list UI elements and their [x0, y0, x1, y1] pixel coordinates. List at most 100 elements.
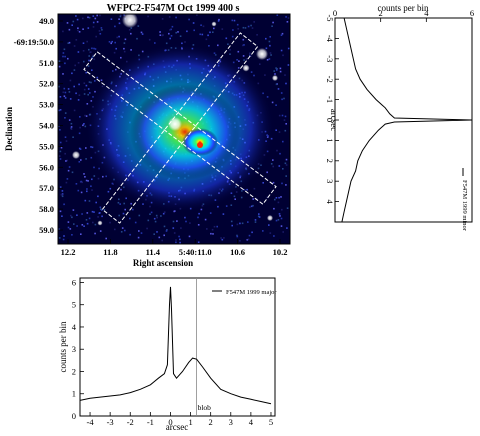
- noise-pixel: [254, 221, 257, 223]
- noise-pixel: [59, 129, 61, 131]
- noise-pixel: [283, 97, 285, 100]
- noise-pixel: [246, 188, 248, 191]
- noise-pixel: [279, 215, 281, 217]
- noise-pixel: [71, 234, 73, 236]
- noise-pixel: [85, 158, 87, 160]
- noise-pixel: [230, 220, 233, 223]
- noise-pixel: [63, 235, 65, 237]
- noise-pixel: [252, 198, 254, 200]
- noise-pixel: [160, 215, 162, 217]
- noise-pixel: [198, 212, 200, 215]
- noise-pixel: [280, 34, 283, 36]
- noise-pixel: [97, 177, 100, 180]
- noise-pixel: [93, 58, 96, 61]
- noise-pixel: [66, 159, 68, 162]
- noise-pixel: [277, 201, 280, 204]
- noise-pixel: [275, 104, 277, 106]
- minor-xtick-label: 0: [333, 8, 337, 18]
- noise-pixel: [284, 162, 287, 165]
- noise-pixel: [242, 26, 245, 29]
- minor-ytick-label: -5: [325, 14, 335, 21]
- noise-pixel: [86, 103, 89, 105]
- image-ytick-label: 54.0: [39, 121, 54, 131]
- noise-pixel: [67, 169, 70, 172]
- noise-pixel: [282, 54, 284, 57]
- noise-pixel: [229, 53, 231, 55]
- noise-pixel: [60, 146, 63, 149]
- noise-pixel: [124, 38, 127, 41]
- noise-pixel: [249, 55, 252, 57]
- noise-pixel: [159, 34, 162, 36]
- noise-pixel: [59, 150, 62, 153]
- noise-pixel: [59, 158, 62, 160]
- noise-pixel: [105, 237, 107, 240]
- noise-pixel: [173, 232, 176, 234]
- noise-pixel: [93, 175, 96, 177]
- noise-pixel: [115, 47, 117, 50]
- noise-pixel: [229, 49, 231, 51]
- minor-ytick-label: 3: [325, 179, 335, 183]
- noise-pixel: [99, 230, 102, 232]
- minor-xlabel: counts per bin: [378, 3, 429, 13]
- noise-pixel: [110, 42, 112, 45]
- noise-pixel: [284, 74, 286, 76]
- noise-pixel: [286, 227, 288, 229]
- noise-pixel: [245, 58, 248, 60]
- minor-legend: F547M 1999 minor: [461, 168, 468, 232]
- image-ytick-label: 57.0: [39, 183, 54, 193]
- noise-pixel: [87, 16, 89, 19]
- noise-pixel: [281, 182, 283, 185]
- noise-pixel: [268, 224, 270, 226]
- noise-pixel: [78, 83, 80, 86]
- noise-pixel: [120, 231, 123, 233]
- noise-pixel: [250, 205, 253, 208]
- noise-pixel: [120, 56, 122, 59]
- noise-pixel: [94, 232, 96, 235]
- major-xtick-label: -2: [127, 417, 134, 427]
- noise-pixel: [82, 28, 84, 30]
- noise-pixel: [213, 225, 216, 228]
- noise-pixel: [73, 69, 76, 71]
- minor-ytick-label: 0: [325, 118, 335, 122]
- noise-pixel: [285, 164, 288, 166]
- noise-pixel: [61, 190, 64, 192]
- noise-pixel: [81, 213, 83, 215]
- noise-pixel: [231, 224, 233, 227]
- noise-pixel: [122, 212, 125, 215]
- noise-pixel: [279, 67, 282, 70]
- noise-pixel: [90, 185, 92, 187]
- star: [242, 64, 250, 72]
- noise-pixel: [80, 233, 82, 235]
- noise-pixel: [61, 194, 64, 197]
- noise-pixel: [162, 212, 165, 215]
- noise-pixel: [273, 70, 275, 72]
- noise-pixel: [64, 97, 67, 99]
- noise-pixel: [243, 59, 245, 61]
- noise-pixel: [241, 222, 244, 225]
- noise-pixel: [247, 25, 250, 28]
- noise-pixel: [273, 235, 275, 237]
- noise-pixel: [286, 21, 289, 23]
- noise-pixel: [280, 92, 283, 94]
- noise-pixel: [252, 204, 254, 207]
- noise-pixel: [259, 63, 261, 65]
- image-xtick-label: 11.8: [103, 247, 117, 257]
- noise-pixel: [87, 180, 89, 182]
- noise-pixel: [206, 228, 208, 230]
- noise-pixel: [274, 198, 276, 201]
- noise-pixel: [168, 32, 170, 35]
- image-xtick-label: 11.4: [146, 247, 161, 257]
- noise-pixel: [266, 59, 269, 61]
- major-xtick-label: 0: [168, 417, 172, 427]
- noise-pixel: [87, 27, 90, 29]
- noise-pixel: [82, 17, 84, 20]
- major-profile-panel: -4 -3 -2 -1 0 1 2 3 4 5 0 1 2 3 4 5 6 blob arcsec counts…: [58, 277, 277, 432]
- noise-pixel: [99, 33, 102, 35]
- noise-pixel: [113, 51, 116, 54]
- noise-pixel: [110, 18, 113, 20]
- noise-pixel: [285, 16, 287, 18]
- noise-pixel: [285, 184, 287, 186]
- noise-pixel: [271, 101, 274, 104]
- noise-pixel: [186, 30, 188, 33]
- noise-pixel: [109, 187, 112, 190]
